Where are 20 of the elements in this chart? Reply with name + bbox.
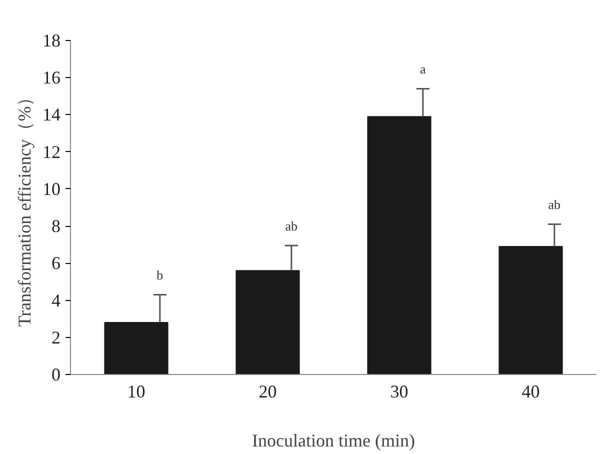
y-tick-label: 12 xyxy=(42,142,60,162)
x-tick-label: 20 xyxy=(258,382,277,402)
x-tick-label: 30 xyxy=(390,382,408,402)
annotation: a xyxy=(420,62,426,77)
x-tick-label: 40 xyxy=(522,382,540,402)
y-tick-label: 4 xyxy=(52,290,60,310)
y-tick-label: 8 xyxy=(52,216,60,236)
y-tick-label: 14 xyxy=(42,104,60,125)
y-tick-label: 18 xyxy=(42,30,60,50)
y-tick-label: 10 xyxy=(42,178,60,199)
annotation: ab xyxy=(285,218,298,234)
annotation: ab xyxy=(548,197,561,212)
x-tick-label: 10 xyxy=(127,382,146,402)
annotation: b xyxy=(156,268,164,283)
x-axis-title: Inoculation time (min) xyxy=(252,430,415,450)
y-tick-label: 0 xyxy=(52,364,60,384)
y-tick-label: 2 xyxy=(52,327,60,348)
y-tick-label: 6 xyxy=(52,253,60,274)
y-axis-title: Transformation efficiency（%） xyxy=(14,88,34,327)
y-tick-label: 16 xyxy=(42,68,60,88)
